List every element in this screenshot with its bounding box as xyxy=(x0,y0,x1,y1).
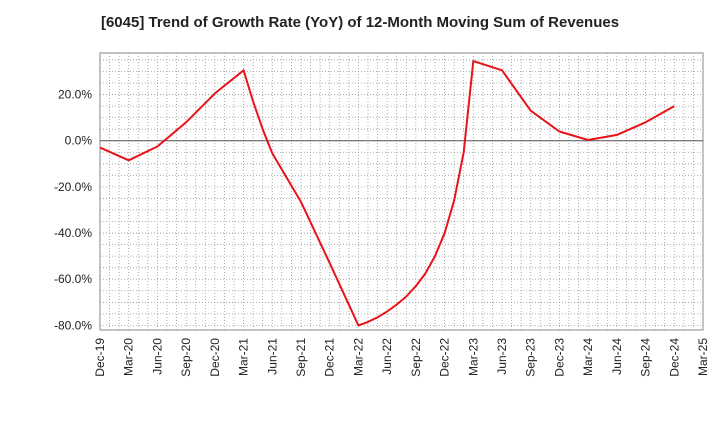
x-tick-label: Mar-21 xyxy=(237,338,251,376)
x-tick-label: Dec-21 xyxy=(323,338,337,377)
x-tick-label: Dec-20 xyxy=(208,338,222,377)
x-tick-label: Mar-20 xyxy=(122,338,136,376)
x-tick-label: Sep-20 xyxy=(179,338,193,377)
y-tick-label: -80.0% xyxy=(54,318,92,332)
x-tick-label: Sep-22 xyxy=(409,338,423,377)
x-tick-label: Jun-20 xyxy=(150,338,164,375)
x-tick-label: Sep-21 xyxy=(294,338,308,377)
x-tick-label: Dec-23 xyxy=(552,338,566,377)
x-tick-label: Dec-24 xyxy=(667,338,681,377)
y-tick-label: 0.0% xyxy=(65,134,93,148)
x-tick-label: Dec-22 xyxy=(438,338,452,377)
x-tick-label: Mar-24 xyxy=(581,338,595,376)
x-tick-label: Sep-23 xyxy=(524,338,538,377)
x-tick-label: Sep-24 xyxy=(639,338,653,377)
series-line xyxy=(99,60,675,327)
x-tick-label: Jun-22 xyxy=(380,338,394,375)
x-tick-label: Jun-24 xyxy=(610,338,624,375)
y-tick-label: -60.0% xyxy=(54,272,92,286)
chart-title: [6045] Trend of Growth Rate (YoY) of 12-… xyxy=(100,14,620,31)
plot-area xyxy=(99,52,704,331)
x-tick-label: Jun-23 xyxy=(495,338,509,375)
x-tick-label: Mar-25 xyxy=(696,338,710,376)
x-tick-label: Mar-22 xyxy=(351,338,365,376)
y-tick-label: 20.0% xyxy=(58,88,92,102)
x-tick-label: Dec-19 xyxy=(93,338,107,377)
x-tick-label: Jun-21 xyxy=(265,338,279,375)
x-tick-label: Mar-23 xyxy=(466,338,480,376)
y-tick-label: -40.0% xyxy=(54,226,92,240)
y-tick-label: -20.0% xyxy=(54,180,92,194)
